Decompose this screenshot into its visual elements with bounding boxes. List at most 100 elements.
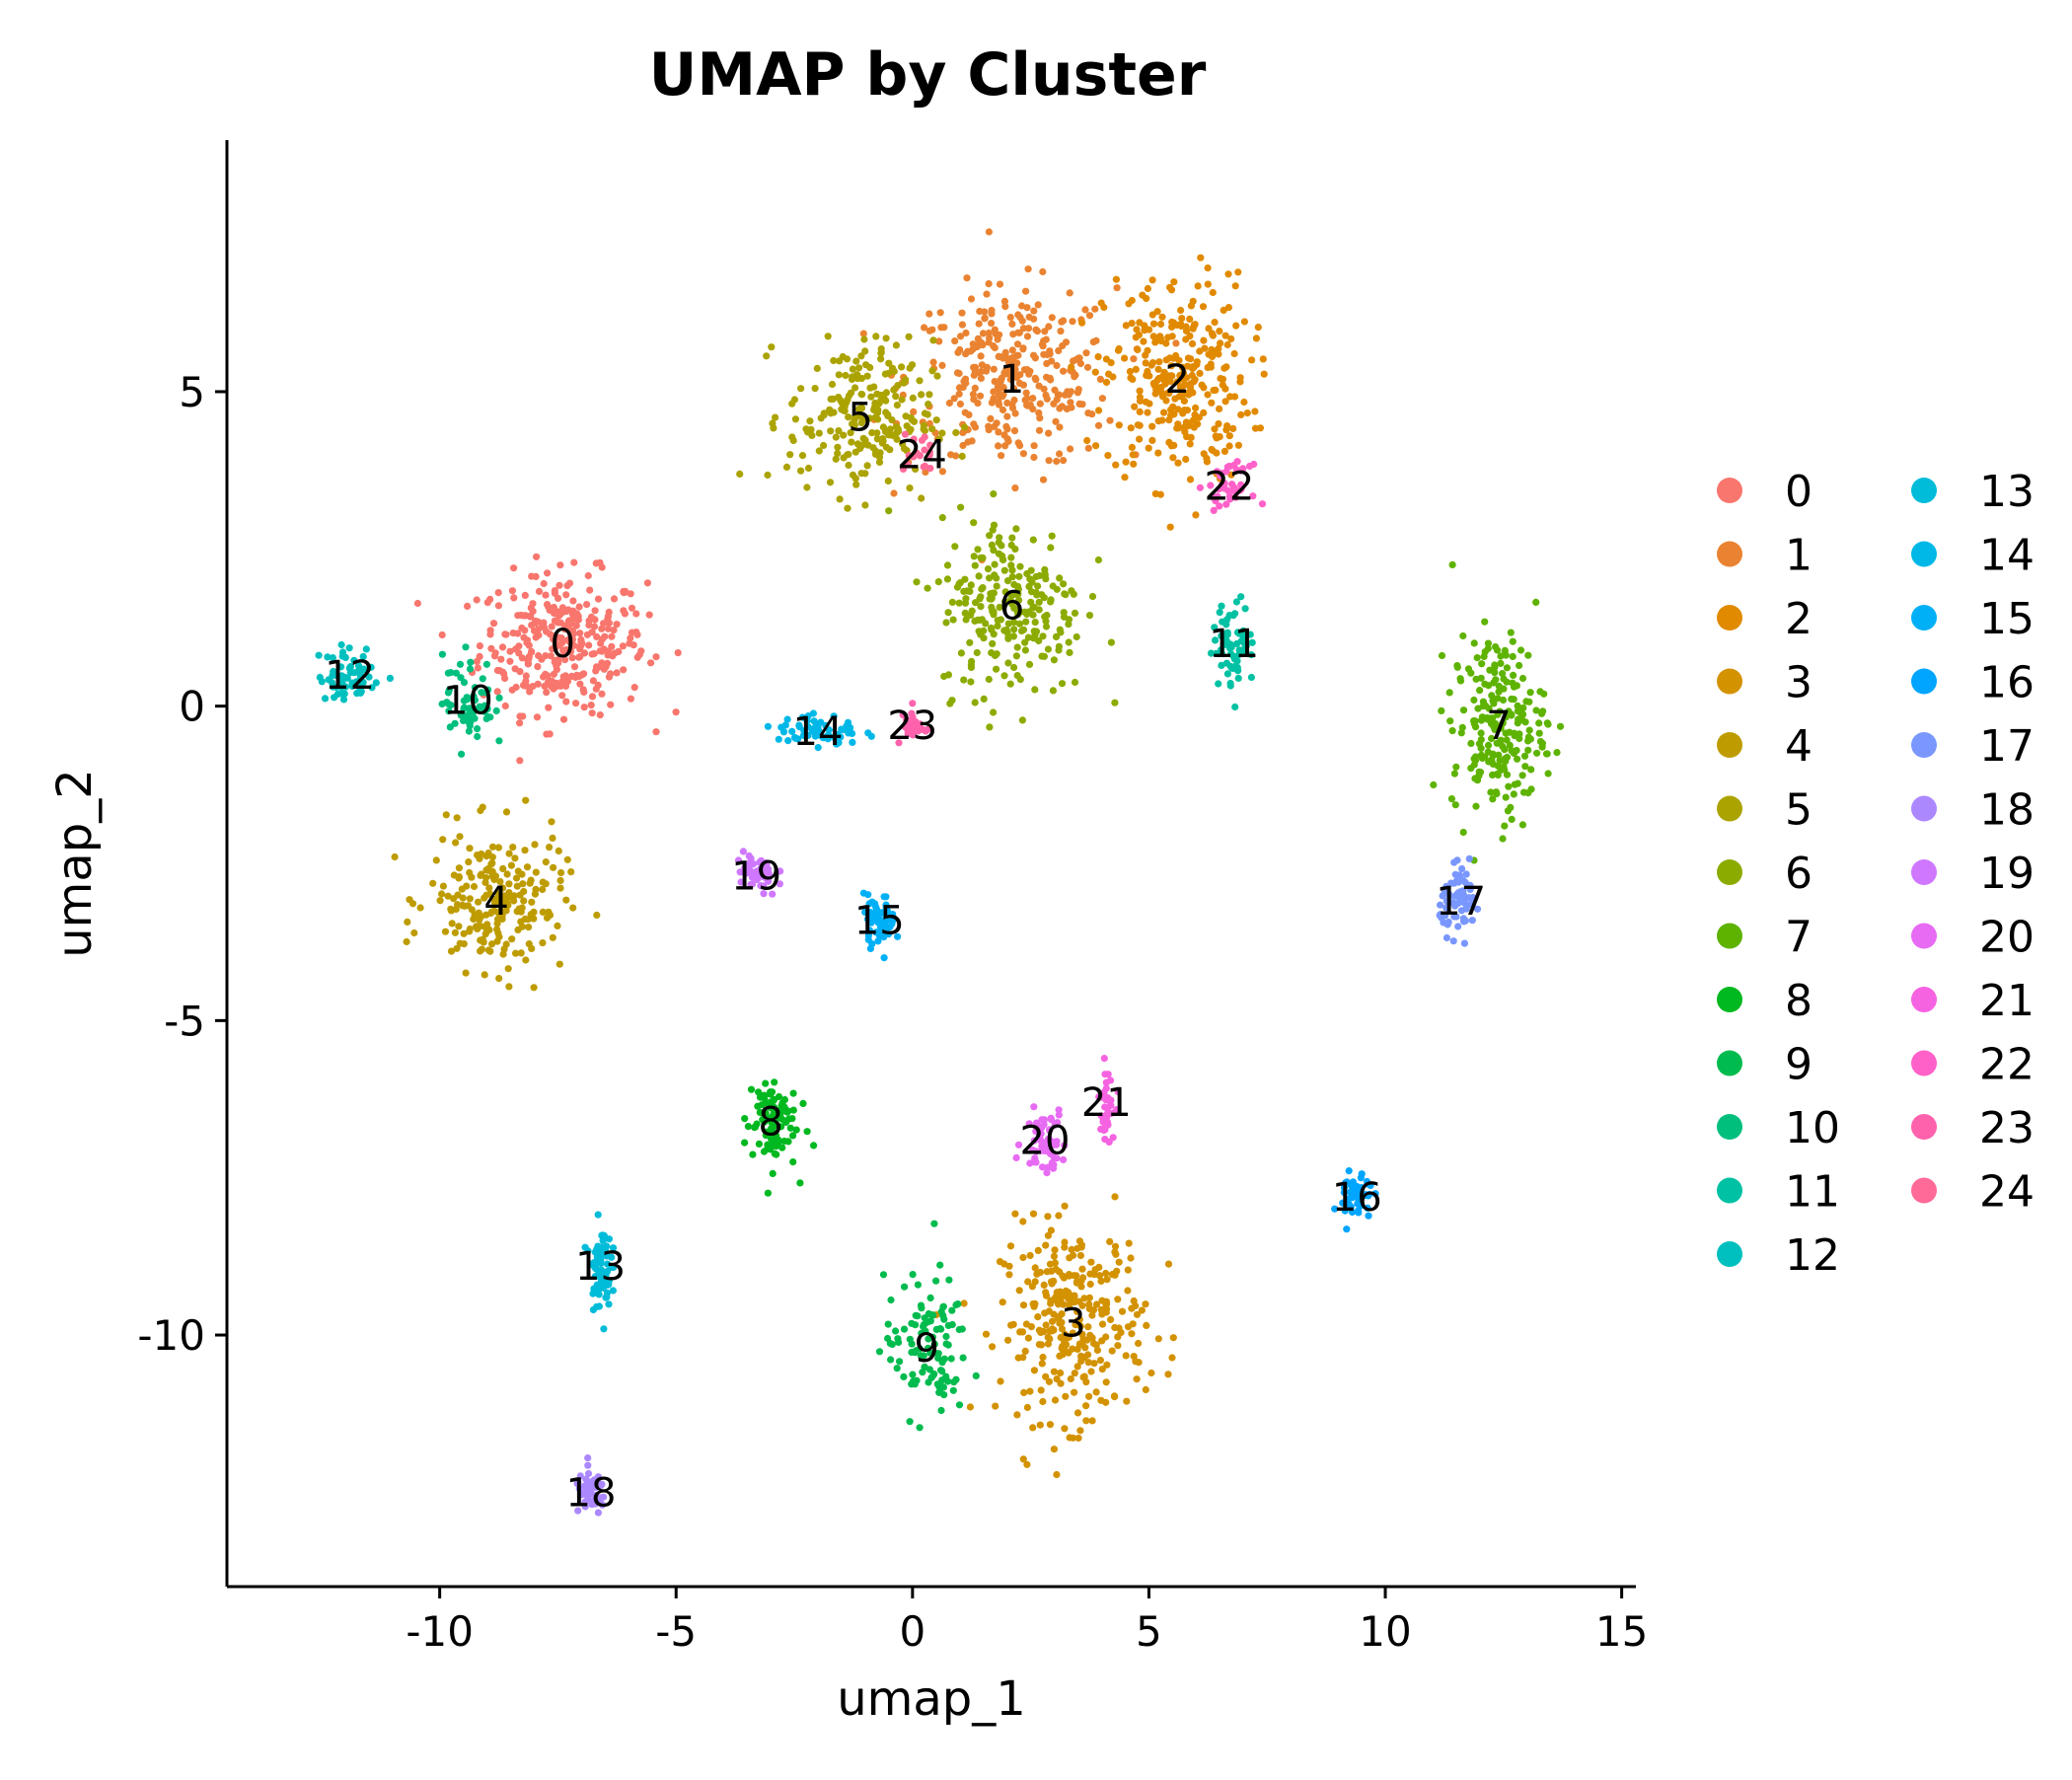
data-point [1056,423,1064,431]
data-point [1516,734,1523,743]
data-point [1004,358,1012,366]
data-point [588,629,596,636]
data-point [672,708,680,716]
data-point [1000,672,1008,680]
data-point [518,654,526,662]
data-point [1458,723,1466,732]
data-point [864,729,872,737]
data-point [1021,646,1029,654]
data-point [904,461,912,469]
data-point [1462,870,1470,878]
data-point [1167,362,1175,370]
x-axis-label: umap_1 [837,1671,1026,1727]
data-point [885,369,893,377]
data-point [1011,545,1019,554]
data-point [782,463,791,471]
data-point [337,640,345,649]
data-point [982,1330,991,1338]
data-point [502,808,511,816]
chart-title: UMAP by Cluster [649,40,1207,110]
cluster-label-20: 20 [1020,1119,1071,1164]
data-point [583,601,591,609]
axes-layer [225,140,1636,1589]
legend-label-3: 3 [1785,658,1813,708]
data-point [1142,351,1149,359]
data-point [899,711,907,719]
data-point [1443,897,1450,905]
data-point [1076,359,1084,368]
data-point [1502,729,1510,737]
data-point [826,479,835,486]
data-point [1032,1119,1041,1127]
data-point [586,586,594,594]
data-point [1014,583,1022,591]
data-point [1164,334,1172,341]
x-tick-label: -10 [406,1607,474,1656]
data-point [1164,1260,1173,1268]
data-point [610,1263,618,1272]
data-point [1095,407,1103,414]
data-point [578,1491,586,1499]
y-tick-label: 0 [179,683,205,731]
data-point [357,665,365,673]
data-point [495,694,503,702]
data-point [613,669,621,677]
legend-key-7 [1717,923,1742,949]
data-point [1061,1142,1069,1150]
data-point [591,1272,600,1281]
data-point [1212,636,1220,644]
data-point [962,329,970,337]
data-point [765,877,773,885]
data-point [1084,1359,1092,1367]
data-point [855,364,863,372]
data-point [464,696,472,704]
data-point [1042,623,1051,630]
data-point [590,1258,599,1267]
cluster-label-1: 1 [999,357,1024,403]
data-point [1099,1118,1107,1126]
data-point [416,904,424,912]
data-point [1052,417,1060,425]
data-point [1136,387,1144,395]
legend-label-18: 18 [1979,785,2035,836]
data-point [516,719,524,727]
data-point [1240,318,1248,326]
data-point [933,372,941,380]
data-point [600,1325,608,1333]
data-point [1508,815,1516,824]
data-point [768,1125,776,1133]
data-point [1459,876,1467,884]
data-point [1224,486,1232,494]
data-point [628,629,636,636]
data-point [925,327,933,334]
data-point [593,632,601,641]
legend-key-12 [1717,1241,1742,1267]
cluster-label-16: 16 [1332,1175,1382,1221]
data-point [918,391,925,399]
data-point [1489,795,1497,803]
legend-label-2: 2 [1785,594,1813,644]
data-point [532,868,540,876]
data-point [1459,631,1467,640]
data-point [1103,1361,1111,1369]
data-point [1128,443,1136,451]
data-point [903,716,911,724]
data-point [928,367,936,375]
data-point [918,1329,925,1337]
data-point [635,650,643,659]
data-point [847,429,854,437]
data-point [1012,374,1021,382]
data-point [1371,1190,1379,1198]
data-point [467,658,475,666]
data-point [1237,485,1245,493]
data-point [858,391,866,399]
data-point [413,599,421,608]
data-point [867,910,875,918]
data-point [858,441,866,449]
data-point [790,733,799,742]
data-point [594,681,602,690]
data-point [534,663,542,671]
data-point [1240,398,1248,407]
data-point [1127,374,1135,382]
data-point [1538,743,1546,751]
